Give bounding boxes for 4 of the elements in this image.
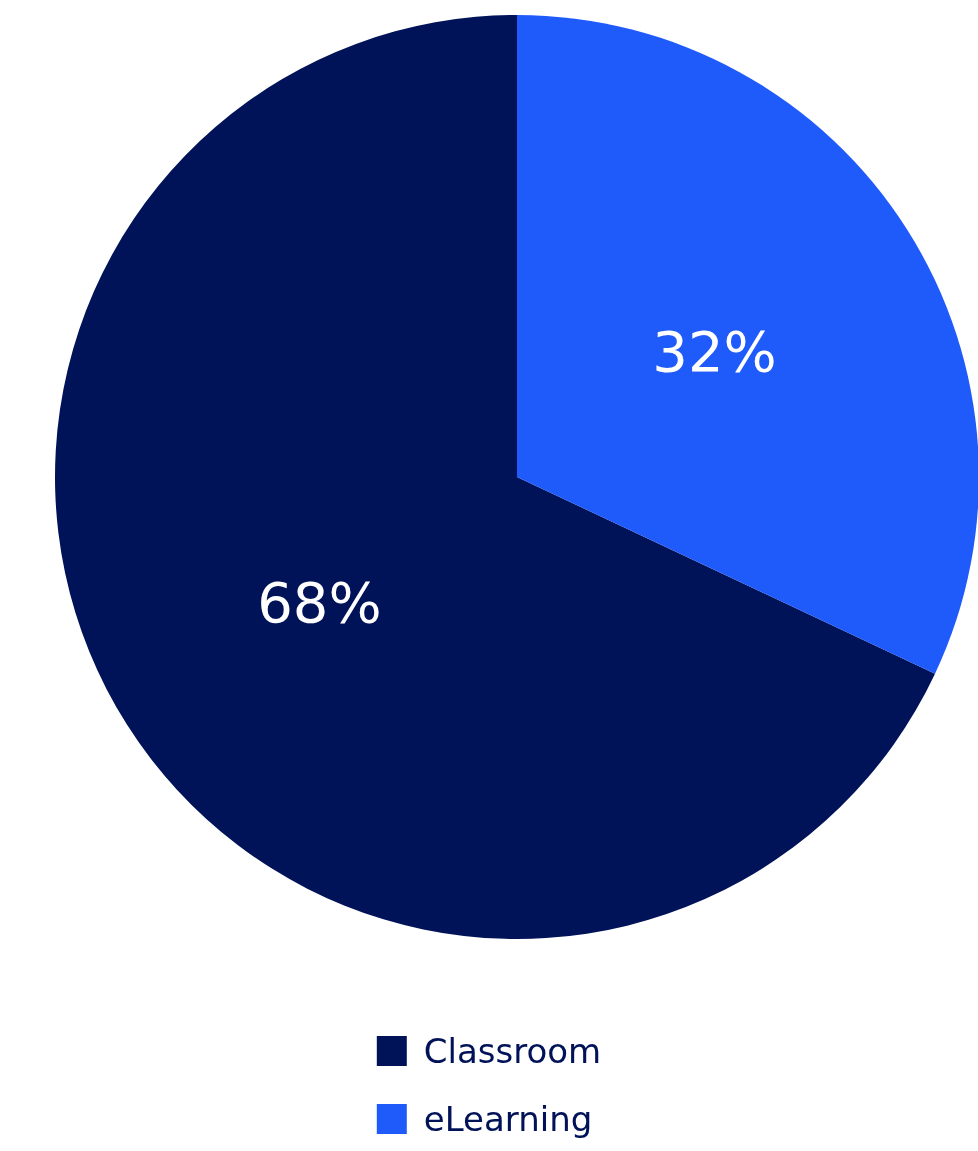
data-label: 32% — [652, 319, 777, 385]
data-label: 68% — [257, 569, 382, 635]
legend-label: Classroom — [423, 1031, 602, 1071]
legend-label: eLearning — [423, 1099, 593, 1139]
